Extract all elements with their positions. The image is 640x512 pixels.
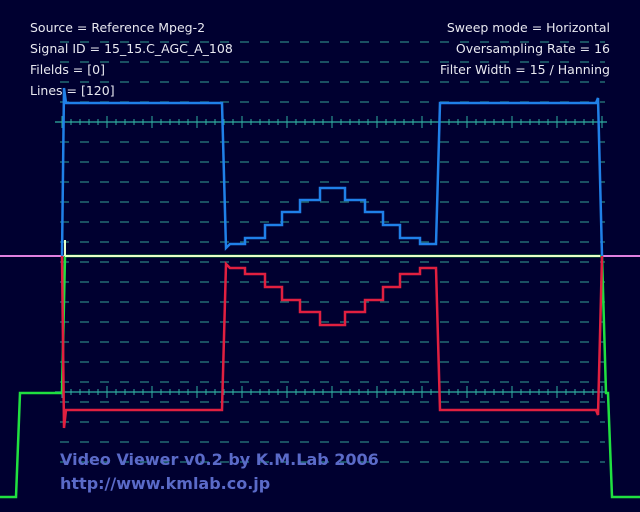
graticule (55, 41, 607, 463)
footer-url: http://www.kmlab.co.jp (60, 474, 270, 493)
blue-trace (60, 87, 604, 257)
info-line: Sweep mode = Horizontal (447, 20, 610, 35)
info-line: Filelds = [0] (30, 62, 105, 77)
red-trace (60, 255, 604, 429)
info-line: Lines = [120] (30, 83, 115, 98)
footer-title: Video Viewer v0.2 by K.M.Lab 2006 (60, 450, 379, 469)
info-line: Source = Reference Mpeg-2 (30, 20, 205, 35)
info-left: Source = Reference Mpeg-2 Signal ID = 15_… (30, 20, 233, 98)
luma-trace (64, 240, 600, 257)
info-right: Sweep mode = Horizontal Oversampling Rate… (440, 20, 610, 77)
info-line: Filter Width = 15 / Hanning (440, 62, 610, 77)
info-line: Oversampling Rate = 16 (456, 41, 610, 56)
info-line: Signal ID = 15_15.C_AGC_A_108 (30, 41, 233, 56)
